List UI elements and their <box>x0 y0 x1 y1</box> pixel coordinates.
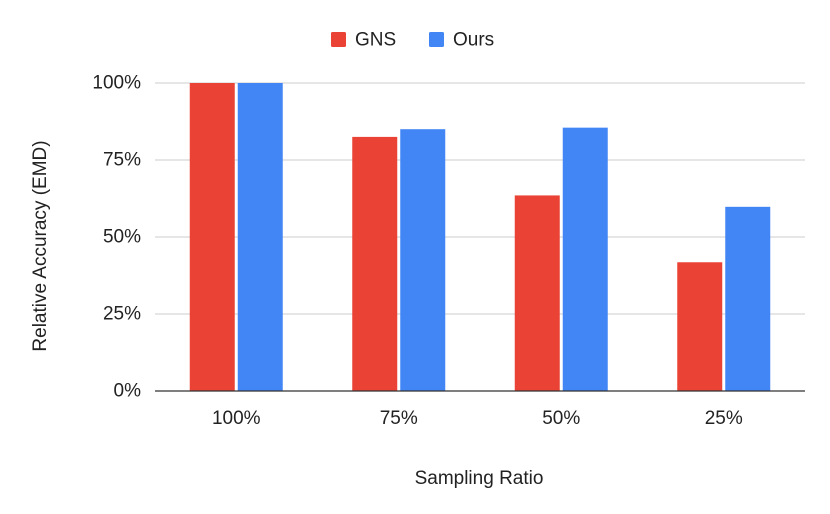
legend-swatch-gns <box>331 32 346 47</box>
legend-swatch-ours <box>429 32 444 47</box>
legend: GNS Ours <box>331 30 494 51</box>
bar-gns-100pct <box>189 83 235 391</box>
y-tick-75pct: 75% <box>103 150 141 171</box>
bar-gns-50pct <box>514 195 560 391</box>
bar-ours-75pct <box>400 129 446 391</box>
x-tick-75pct: 75% <box>380 408 418 429</box>
bar-gns-75pct <box>352 136 398 391</box>
legend-label-ours: Ours <box>453 30 494 51</box>
bars <box>189 83 771 391</box>
x-axis-title: Sampling Ratio <box>415 468 544 489</box>
bar-ours-25pct <box>725 206 771 391</box>
y-axis-title: Relative Accuracy (EMD) <box>30 140 51 351</box>
bar-gns-25pct <box>677 262 723 391</box>
x-tick-labels: 100% 75% 50% 25% <box>212 408 743 429</box>
y-tick-labels: 0% 25% 50% 75% 100% <box>92 73 141 402</box>
legend-item-ours: Ours <box>429 30 494 51</box>
legend-item-gns: GNS <box>331 30 396 51</box>
y-tick-25pct: 25% <box>103 304 141 325</box>
x-tick-100pct: 100% <box>212 408 261 429</box>
y-tick-0pct: 0% <box>114 381 142 402</box>
x-tick-50pct: 50% <box>542 408 580 429</box>
legend-label-gns: GNS <box>355 30 396 51</box>
y-tick-50pct: 50% <box>103 227 141 248</box>
bar-ours-100pct <box>237 83 283 391</box>
bar-ours-50pct <box>562 127 608 391</box>
x-tick-25pct: 25% <box>705 408 743 429</box>
y-tick-100pct: 100% <box>92 73 141 94</box>
